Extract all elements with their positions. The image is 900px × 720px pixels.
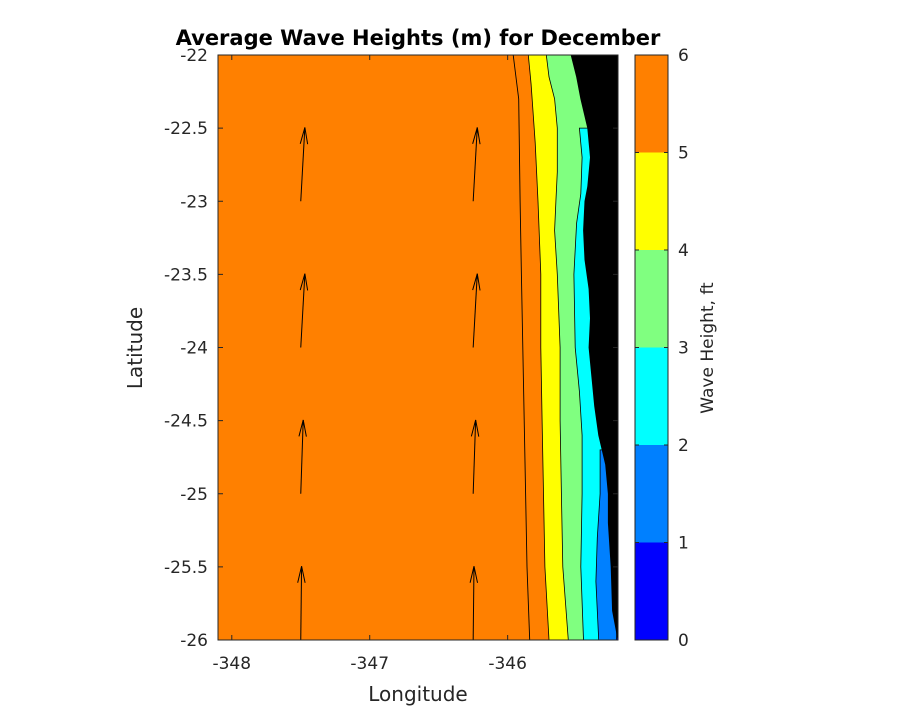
y-tick-label: -23.5 xyxy=(164,265,208,285)
colorbar-tick-label: 5 xyxy=(678,144,689,164)
colorbar-swatch xyxy=(635,445,668,543)
y-tick-label: -26 xyxy=(180,631,208,651)
colorbar-swatch xyxy=(635,250,668,348)
quiver-shaft xyxy=(300,273,306,348)
quiver-arrow xyxy=(299,127,309,202)
colorbar-swatch xyxy=(635,347,668,445)
colorbar-label: Wave Height, ft xyxy=(698,282,718,414)
colorbar-swatch xyxy=(635,542,668,640)
quiver-shaft xyxy=(472,419,477,494)
colorbar-tick-label: 3 xyxy=(678,339,689,359)
colorbar: 0 1 2 3 4 5 6 xyxy=(634,46,689,651)
quiver-arrows xyxy=(297,127,481,641)
quiver-arrow xyxy=(469,566,479,641)
x-tick-label: -346 xyxy=(488,654,527,674)
x-tick-label: -348 xyxy=(212,654,251,674)
colorbar-tick-label: 6 xyxy=(678,46,689,66)
quiver-head xyxy=(299,127,309,145)
quiver-shaft xyxy=(472,566,475,641)
y-tick-label: -24.5 xyxy=(164,412,208,432)
quiver-arrow xyxy=(472,273,481,348)
chart-title: Average Wave Heights (m) for December xyxy=(176,26,661,50)
quiver-shaft xyxy=(472,127,478,202)
x-axis-label: Longitude xyxy=(368,682,467,706)
quiver-head xyxy=(298,419,307,437)
quiver-head xyxy=(469,566,479,583)
plot-area: -348 -347 -346 -22 -22.5 -23 -23.5 -24 -24.5 -25 -… xyxy=(164,46,619,674)
y-tick-label: -22.5 xyxy=(164,119,208,139)
colorbar-tick-label: 0 xyxy=(678,631,689,651)
quiver-shaft xyxy=(300,566,303,641)
contour-line-5-5 xyxy=(512,55,531,640)
quiver-head xyxy=(472,273,481,291)
quiver-arrow xyxy=(297,566,306,641)
colorbar-swatch xyxy=(635,152,668,250)
x-tick-label: -347 xyxy=(350,654,389,674)
colorbar-tick-label: 4 xyxy=(678,241,689,261)
colorbar-swatch xyxy=(635,55,668,153)
colorbar-tick-label: 1 xyxy=(678,534,689,554)
quiver-shaft xyxy=(300,419,304,494)
y-tick-label: -23 xyxy=(180,192,208,212)
quiver-arrow xyxy=(470,419,480,494)
land-mask xyxy=(570,55,618,640)
contour-fill xyxy=(218,55,618,640)
quiver-head xyxy=(470,419,480,437)
y-tick-label: -24 xyxy=(180,339,208,359)
y-tick-label: -25 xyxy=(180,485,208,505)
y-tick-label: -25.5 xyxy=(164,558,208,578)
quiver-head xyxy=(297,566,306,583)
quiver-arrow xyxy=(472,127,481,202)
quiver-shaft xyxy=(472,273,478,348)
y-axis-label: Latitude xyxy=(123,307,147,389)
colorbar-tick-label: 2 xyxy=(678,436,689,456)
quiver-arrow xyxy=(299,273,309,348)
quiver-arrow xyxy=(298,419,307,494)
quiver-head xyxy=(472,127,481,145)
y-tick-label: -22 xyxy=(180,46,208,66)
quiver-shaft xyxy=(300,127,306,202)
quiver-head xyxy=(299,273,309,291)
